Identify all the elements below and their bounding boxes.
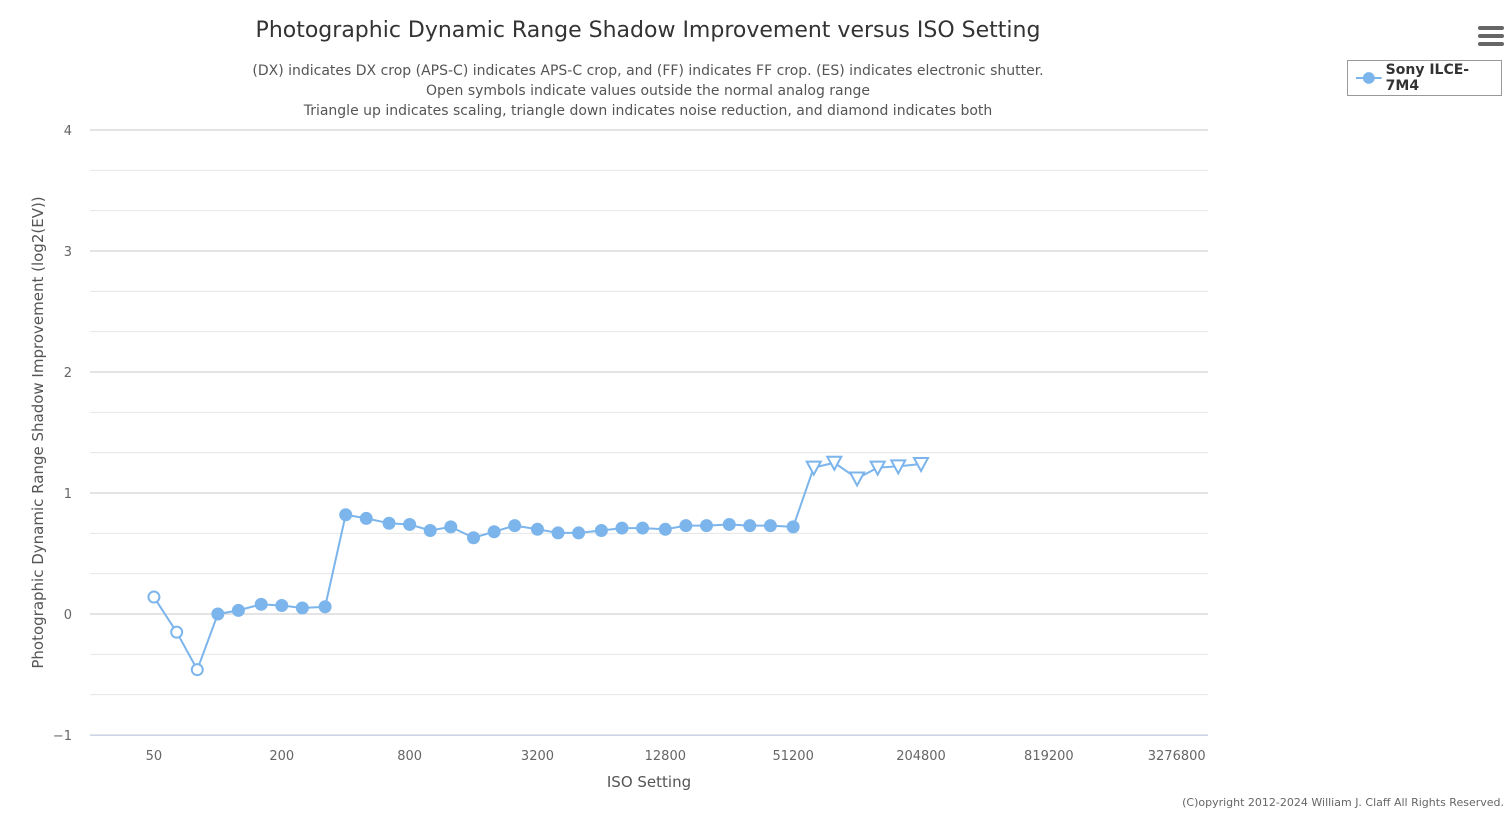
data-point [423,524,437,538]
data-point [295,601,309,615]
series-line [153,461,922,671]
data-point [254,597,268,611]
data-point [786,520,800,534]
data-point [444,520,458,534]
data-point [231,603,245,617]
data-point-open [190,663,204,677]
x-tick-label: 800 [397,749,422,764]
data-point [530,522,544,536]
data-point [318,600,332,614]
data-point-open [170,625,184,639]
data-point [636,521,650,535]
y-tick-label: 2 [64,366,72,381]
chart-subtitle-line: Triangle up indicates scaling, triangle … [303,103,993,119]
x-tick-label: 50 [146,749,163,764]
data-point-triangle-down [912,456,930,474]
x-tick-label: 51200 [772,749,813,764]
data-point [763,519,777,533]
data-point-triangle-down [825,455,844,472]
data-point-triangle-down [889,459,907,476]
data-point [594,524,608,538]
data-point [275,599,289,613]
legend-label: Sony ILCE-7M4 [1385,62,1470,94]
data-point [339,508,353,522]
x-tick-label: 204800 [896,749,946,764]
data-point [508,519,522,533]
data-point [551,526,565,540]
x-tick-label: 819200 [1024,749,1074,764]
data-point-triangle-down [869,460,887,477]
data-point-triangle-down [805,460,823,477]
y-tick-label: 4 [64,124,72,139]
data-point-triangle-down [848,471,866,488]
data-point [699,519,713,533]
data-point [467,531,481,545]
y-axis-title: Photographic Dynamic Range Shadow Improv… [29,196,47,668]
x-tick-label: 12800 [645,749,686,764]
y-tick-label: 0 [64,608,72,623]
x-axis-title: ISO Setting [607,773,691,791]
x-tick-label: 3276800 [1148,749,1206,764]
data-point [403,517,417,531]
data-point [743,519,757,533]
data-point [487,525,501,539]
chart-subtitle-line: (DX) indicates DX crop (APS-C) indicates… [252,63,1044,79]
y-tick-label: 3 [64,245,72,260]
x-tick-label: 200 [269,749,294,764]
hamburger-menu-icon[interactable] [1478,26,1504,48]
copyright-notice: (C)opyright 2012-2024 William J. Claff A… [1182,796,1504,809]
data-point-open [147,590,161,604]
chart-title: Photographic Dynamic Range Shadow Improv… [255,18,1041,43]
data-point [679,519,693,533]
y-tick-label: 1 [64,487,72,502]
legend-marker-icon [1356,72,1382,84]
data-point [615,521,629,535]
data-point [658,522,672,536]
data-point [211,607,225,621]
data-point [359,511,373,525]
data-point [572,526,586,540]
legend-item-sony-ilce-7m4[interactable]: Sony ILCE-7M4 [1347,60,1502,96]
data-point [722,517,736,531]
x-tick-label: 3200 [521,749,554,764]
y-tick-label: −1 [53,729,72,744]
chart-subtitle-line: Open symbols indicate values outside the… [425,83,871,99]
data-point [382,516,396,530]
